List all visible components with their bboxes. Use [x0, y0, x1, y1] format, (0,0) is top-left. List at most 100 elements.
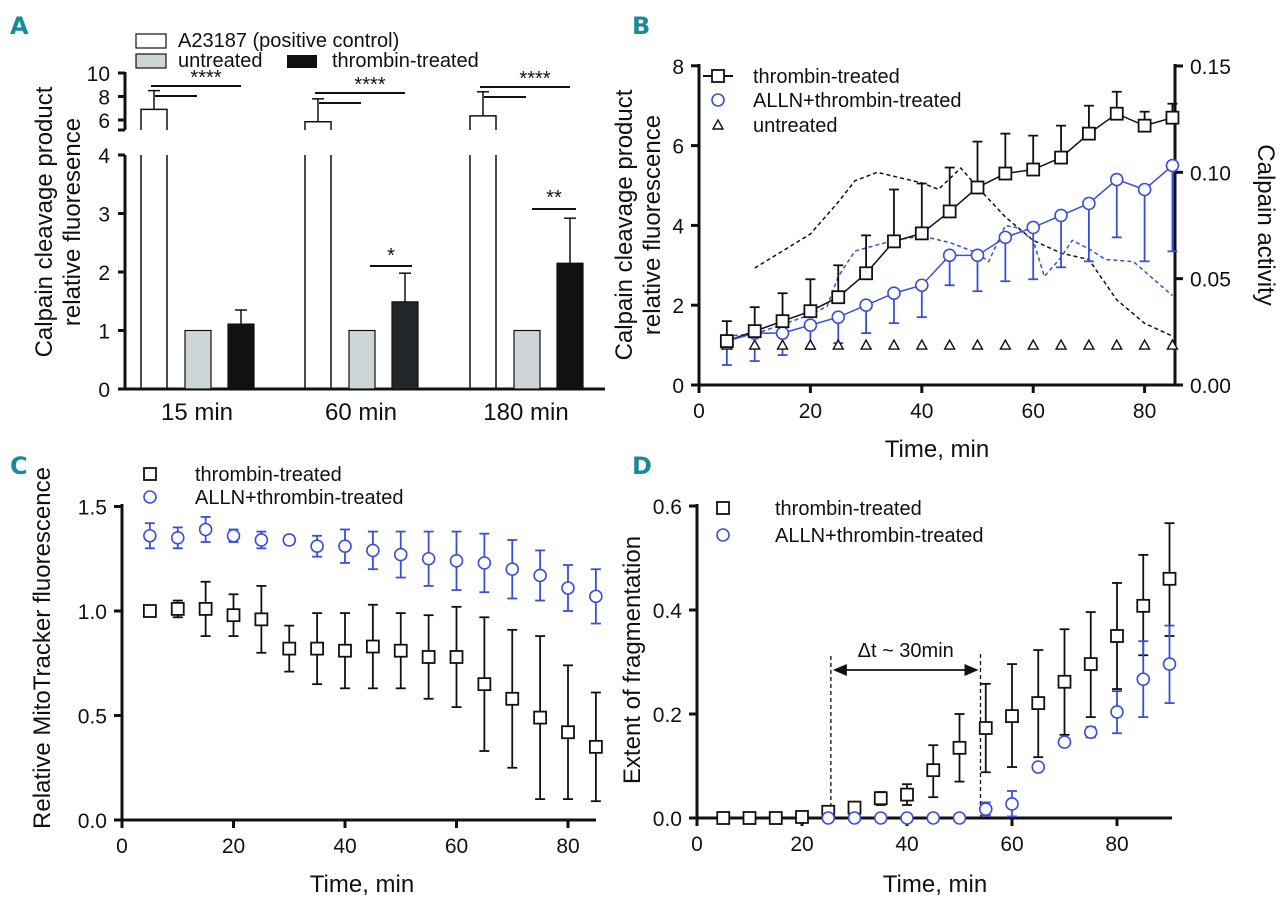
- b-untreated-point: [832, 338, 845, 350]
- b-legend-label: untreated: [753, 115, 838, 137]
- b-thrombin-point: [1054, 150, 1068, 165]
- d-ytick-label: 0.2: [653, 704, 682, 727]
- a-ytick-label: 0: [98, 379, 110, 402]
- c-ytick-label: 0.5: [78, 706, 107, 729]
- b-untreated-point: [1138, 338, 1151, 350]
- panel-letter-b: B: [632, 12, 650, 40]
- c-alln-point: [338, 539, 352, 554]
- b-thrombin-point: [1137, 118, 1152, 133]
- a-bar-untreated: [348, 329, 376, 390]
- a-ylabel-line2: relative fluoresence: [59, 118, 86, 326]
- d-alln-point: [847, 811, 862, 825]
- a-ytick-label: 3: [98, 204, 110, 227]
- c-alln-point: [393, 547, 408, 562]
- b-alln-point: [1082, 196, 1096, 211]
- b-thrombin-point: [859, 266, 873, 281]
- c-xlabel: Time, min: [310, 871, 414, 898]
- panel-letter-d: D: [632, 452, 652, 480]
- b-ytick-label: 8: [672, 56, 684, 79]
- c-alln-point: [561, 581, 575, 595]
- b-thrombin-point: [1082, 126, 1096, 141]
- b-alln-point: [1165, 158, 1180, 173]
- c-thrombin-point: [198, 602, 213, 616]
- b-xlabel: Time, min: [885, 436, 989, 463]
- b-thrombin-point: [942, 204, 957, 219]
- a-ytick-label: 2: [98, 262, 110, 285]
- c-thrombin-point: [338, 643, 352, 658]
- d-alln-point: [1057, 735, 1072, 749]
- b-legend-marker-alln: [711, 93, 725, 107]
- a-xtick-label: 15 min: [161, 399, 233, 426]
- d-thrombin-point: [926, 763, 941, 778]
- a-bar-positive-control-lower: [304, 155, 332, 389]
- c-xtick-label: 40: [333, 835, 356, 858]
- a-ytick-label: 1: [98, 321, 110, 344]
- c-xtick-label: 20: [222, 835, 245, 858]
- d-alln-point: [1031, 760, 1046, 774]
- b-legend-label: thrombin-treated: [753, 66, 900, 88]
- c-alln-point: [198, 522, 213, 537]
- b-untreated-point: [943, 338, 956, 350]
- c-thrombin-point: [533, 710, 548, 725]
- b-alln-point: [831, 310, 846, 324]
- b-thrombin-point: [803, 304, 818, 319]
- panel-letter-a: A: [10, 12, 29, 40]
- d-legend-label: thrombin-treated: [775, 498, 922, 520]
- c-thrombin-point: [282, 641, 297, 656]
- b-untreated-point: [999, 338, 1012, 350]
- c-thrombin-point: [170, 602, 185, 616]
- d-xtick-label: 20: [790, 833, 813, 856]
- d-alln-point: [978, 802, 993, 816]
- c-ytick-label: 0.0: [78, 810, 107, 833]
- d-annotation-label: Δt ~ 30min: [858, 640, 954, 662]
- b-untreated-point: [915, 338, 928, 350]
- b-alln-point: [1109, 172, 1124, 187]
- d-alln-point: [1110, 705, 1124, 719]
- b-ytick-label: 0: [672, 375, 684, 398]
- d-thrombin-point: [1110, 629, 1124, 643]
- b-ylabel-line1: Calpain cleavage product: [611, 89, 638, 360]
- c-alln-point: [282, 533, 297, 547]
- b-legend-marker-untreated: [711, 118, 725, 130]
- c-alln-point: [226, 528, 241, 543]
- b-untreated-point: [971, 338, 984, 350]
- b-ytick-label: 4: [672, 215, 684, 238]
- b-alln-point: [1054, 208, 1068, 223]
- d-alln-point: [1083, 725, 1098, 740]
- b-untreated-point: [1027, 338, 1040, 350]
- b-calpain-activity-thrombin-dashed-line: [754, 166, 1173, 337]
- d-thrombin-point: [716, 811, 731, 825]
- a-sig-label: **: [546, 187, 562, 209]
- c-legend-marker-thrombin: [143, 467, 157, 481]
- b-xtick-label: 60: [1022, 400, 1045, 423]
- d-thrombin-point: [768, 811, 783, 825]
- c-thrombin-point: [365, 639, 380, 654]
- d-alln-point: [900, 811, 914, 825]
- b-alln-point: [998, 230, 1013, 245]
- c-ylabel: Relative MitoTracker fluorescence: [29, 467, 56, 829]
- c-alln-point: [449, 554, 464, 568]
- c-ytick-label: 1.0: [78, 601, 107, 624]
- c-xtick-label: 80: [556, 835, 579, 858]
- d-thrombin-point: [900, 787, 914, 802]
- a-sig-label: ****: [519, 68, 550, 90]
- b-thrombin-point: [831, 290, 846, 305]
- d-thrombin-point: [873, 791, 888, 806]
- c-alln-point: [254, 533, 269, 547]
- b-alln-point: [887, 286, 901, 301]
- c-alln-point: [366, 543, 380, 558]
- a-xtick-label: 180 min: [483, 399, 568, 426]
- d-thrombin-point: [952, 740, 967, 755]
- b-thrombin-point: [998, 166, 1013, 181]
- d-alln-point: [1005, 797, 1019, 811]
- d-thrombin-point: [1083, 657, 1098, 671]
- c-alln-point: [477, 556, 492, 570]
- d-thrombin-point: [795, 810, 809, 824]
- c-xtick-label: 60: [445, 835, 468, 858]
- b-thrombin-point: [719, 334, 734, 349]
- c-alln-point: [170, 531, 185, 545]
- d-xtick-label: 0: [691, 833, 703, 856]
- d-alln-point: [1162, 657, 1177, 671]
- a-bar-thrombin: [391, 301, 419, 390]
- d-ytick-label: 0.4: [653, 600, 683, 623]
